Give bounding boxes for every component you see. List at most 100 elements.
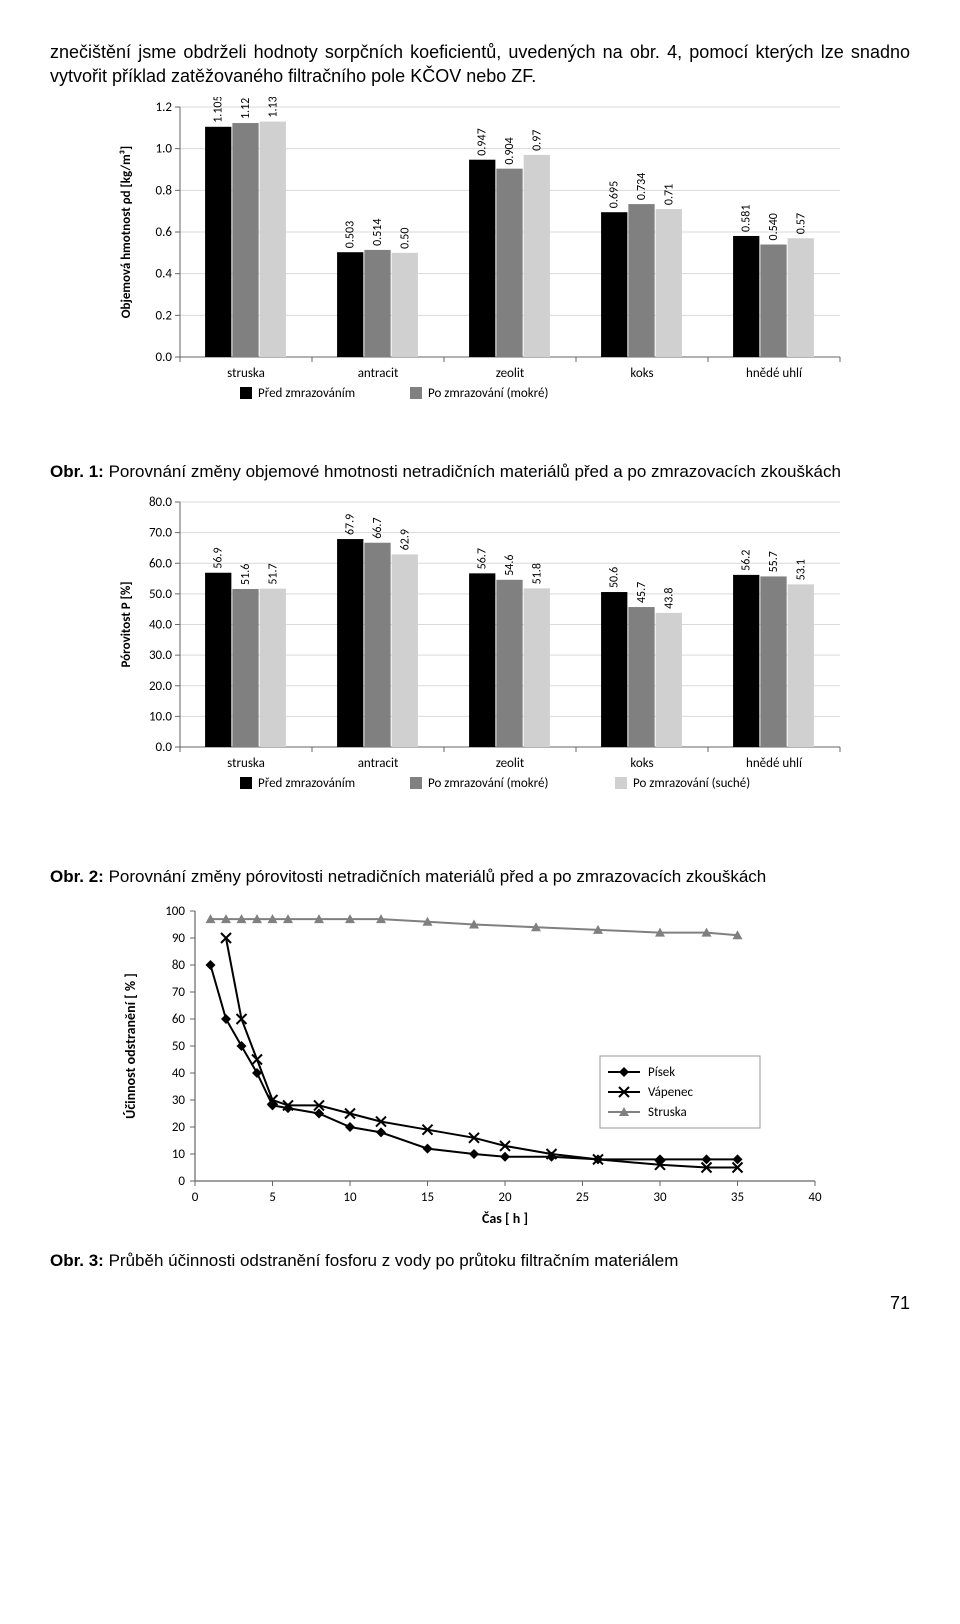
svg-text:30.0: 30.0 (149, 648, 172, 663)
svg-text:0.734: 0.734 (635, 172, 649, 199)
svg-text:55.7: 55.7 (767, 551, 781, 572)
svg-text:zeolit: zeolit (496, 756, 525, 771)
svg-text:1.2: 1.2 (156, 100, 173, 115)
svg-text:40.0: 40.0 (149, 617, 172, 632)
svg-text:51.6: 51.6 (239, 563, 253, 584)
svg-text:struska: struska (227, 366, 265, 381)
fig2-caption-label: Obr. 2: (50, 867, 104, 886)
svg-text:hnědé uhlí: hnědé uhlí (746, 366, 803, 381)
svg-text:antracit: antracit (358, 366, 399, 381)
svg-text:67.9: 67.9 (344, 513, 358, 534)
fig1-caption-text: Porovnání změny objemové hmotnosti netra… (109, 462, 841, 481)
intro-paragraph: znečištění jsme obdrželi hodnoty sorpční… (50, 40, 910, 89)
svg-text:0.57: 0.57 (794, 213, 808, 234)
svg-text:15: 15 (421, 1190, 434, 1205)
svg-text:0: 0 (178, 1174, 185, 1189)
page-number: 71 (50, 1293, 910, 1314)
svg-text:51.8: 51.8 (530, 563, 544, 584)
figure-3: 0 10 20 30 40 50 60 70 80 90 100 0 5 10 15 20 25 30 35 40 Úč… (50, 896, 910, 1236)
fig2-caption: Obr. 2: Porovnání změny pórovitosti netr… (50, 866, 910, 889)
svg-text:80.0: 80.0 (149, 495, 172, 510)
svg-text:Po zmrazování (mokré): Po zmrazování (mokré) (428, 386, 548, 401)
svg-text:20: 20 (498, 1190, 512, 1205)
svg-text:30: 30 (172, 1093, 186, 1108)
svg-text:70: 70 (172, 985, 186, 1000)
svg-text:70.0: 70.0 (149, 525, 172, 540)
figure-1: 0.00.20.40.60.81.01.21.1051.1231.13strus… (50, 97, 910, 447)
svg-text:62.9: 62.9 (398, 529, 412, 550)
svg-text:20: 20 (172, 1120, 186, 1135)
svg-text:0.71: 0.71 (662, 183, 676, 204)
svg-text:0.947: 0.947 (476, 128, 490, 155)
svg-text:0.581: 0.581 (740, 204, 754, 231)
svg-text:43.8: 43.8 (662, 587, 676, 608)
svg-text:Objemová hmotnost ρd [kg/m³]: Objemová hmotnost ρd [kg/m³] (119, 145, 134, 318)
svg-text:10.0: 10.0 (149, 709, 172, 724)
fig2-svg: 0.010.020.030.040.050.060.070.080.056.95… (100, 492, 860, 852)
svg-text:56.9: 56.9 (212, 547, 226, 568)
svg-text:10: 10 (172, 1147, 186, 1162)
svg-text:0.2: 0.2 (156, 308, 173, 323)
svg-text:40: 40 (172, 1066, 186, 1081)
fig3-svg: 0 10 20 30 40 50 60 70 80 90 100 0 5 10 15 20 25 30 35 40 Úč… (100, 896, 860, 1236)
svg-text:koks: koks (630, 756, 653, 771)
svg-text:20.0: 20.0 (149, 678, 172, 693)
svg-text:0.97: 0.97 (530, 129, 544, 150)
svg-text:5: 5 (269, 1190, 276, 1205)
svg-text:0: 0 (192, 1190, 199, 1205)
fig1-caption-label: Obr. 1: (50, 462, 104, 481)
svg-text:koks: koks (630, 366, 653, 381)
svg-text:80: 80 (172, 958, 186, 973)
fig3-caption-text: Průběh účinnosti odstranění fosforu z vo… (109, 1251, 679, 1270)
fig1-caption: Obr. 1: Porovnání změny objemové hmotnos… (50, 461, 910, 484)
svg-text:10: 10 (343, 1190, 357, 1205)
svg-text:hnědé uhlí: hnědé uhlí (746, 756, 803, 771)
svg-text:50: 50 (172, 1039, 186, 1054)
fig2-caption-text: Porovnání změny pórovitosti netradičních… (109, 867, 767, 886)
svg-text:50.6: 50.6 (608, 566, 622, 587)
svg-text:0.50: 0.50 (398, 227, 412, 248)
svg-text:Čas [ h ]: Čas [ h ] (482, 1210, 528, 1227)
fig3-caption: Obr. 3: Průběh účinnosti odstranění fosf… (50, 1250, 910, 1273)
svg-text:0.695: 0.695 (608, 180, 622, 207)
svg-text:1.0: 1.0 (156, 141, 173, 156)
fig3-caption-label: Obr. 3: (50, 1251, 104, 1270)
svg-text:54.6: 54.6 (503, 554, 517, 575)
svg-text:56.2: 56.2 (740, 549, 754, 570)
svg-text:1.123: 1.123 (239, 97, 253, 119)
svg-text:Před zmrazováním: Před zmrazováním (258, 386, 355, 401)
svg-text:50.0: 50.0 (149, 586, 172, 601)
svg-text:struska: struska (227, 756, 265, 771)
svg-text:60: 60 (172, 1012, 186, 1027)
svg-text:30: 30 (653, 1190, 667, 1205)
svg-text:zeolit: zeolit (496, 366, 525, 381)
svg-text:0.0: 0.0 (156, 740, 173, 755)
svg-text:53.1: 53.1 (794, 559, 808, 580)
svg-text:35: 35 (731, 1190, 744, 1205)
svg-text:1.105: 1.105 (212, 97, 226, 123)
svg-text:0.4: 0.4 (156, 266, 173, 281)
svg-text:0.904: 0.904 (503, 137, 517, 164)
svg-text:56.7: 56.7 (476, 548, 490, 569)
svg-text:100: 100 (165, 904, 185, 919)
figure-2: 0.010.020.030.040.050.060.070.080.056.95… (50, 492, 910, 852)
svg-text:Struska: Struska (648, 1105, 687, 1120)
svg-text:Po zmrazování (suché): Po zmrazování (suché) (633, 776, 750, 791)
svg-text:1.13: 1.13 (266, 97, 280, 118)
svg-text:Pórovitost P [%]: Pórovitost P [%] (119, 581, 134, 667)
fig1-svg: 0.00.20.40.60.81.01.21.1051.1231.13strus… (100, 97, 860, 447)
svg-text:0.503: 0.503 (344, 220, 358, 247)
svg-text:66.7: 66.7 (371, 517, 385, 538)
svg-text:51.7: 51.7 (266, 563, 280, 584)
svg-text:0.8: 0.8 (156, 183, 173, 198)
svg-text:40: 40 (808, 1190, 822, 1205)
svg-text:Účinnost odstranění [ % ]: Účinnost odstranění [ % ] (122, 974, 139, 1120)
svg-text:Před zmrazováním: Před zmrazováním (258, 776, 355, 791)
svg-text:0.0: 0.0 (156, 350, 173, 365)
svg-text:0.514: 0.514 (371, 218, 385, 245)
svg-text:Písek: Písek (648, 1065, 675, 1080)
svg-text:25: 25 (576, 1190, 589, 1205)
svg-text:antracit: antracit (358, 756, 399, 771)
svg-text:Po zmrazování (mokré): Po zmrazování (mokré) (428, 776, 548, 791)
svg-text:90: 90 (172, 931, 186, 946)
